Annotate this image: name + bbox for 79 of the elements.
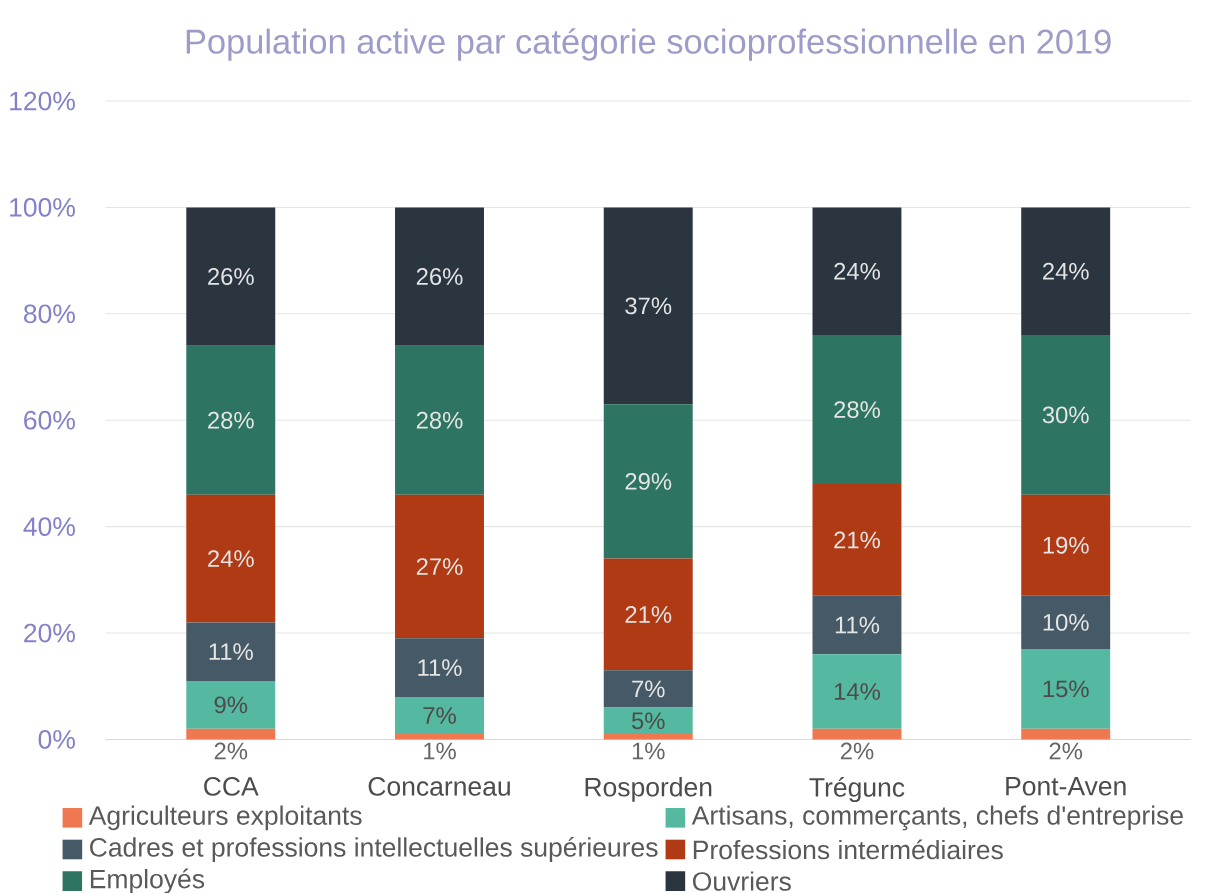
x-tick-label: CCA — [204, 776, 259, 796]
y-tick-label: 120% — [10, 91, 75, 111]
data-label: 24% — [208, 550, 254, 567]
bar — [395, 345, 484, 495]
bar — [812, 335, 902, 484]
legend-label: Professions intermédiaires — [693, 839, 1003, 860]
x-tick-label: Pont-Aven — [1006, 776, 1126, 796]
bar — [812, 207, 902, 336]
bar — [1021, 728, 1111, 740]
x-tick-label: Concarneau — [368, 776, 510, 796]
data-label: 26% — [208, 268, 254, 285]
data-label: 24% — [1043, 262, 1089, 280]
bar — [1021, 648, 1111, 729]
bar — [603, 707, 693, 735]
data-label: 28% — [834, 401, 880, 418]
data-label: 7% — [632, 680, 665, 698]
bar — [1021, 335, 1111, 495]
bar — [186, 680, 276, 729]
bar — [1021, 494, 1111, 596]
data-label: 27% — [416, 558, 463, 575]
bar — [603, 207, 693, 405]
data-label: 15% — [1043, 680, 1089, 698]
data-label: 10% — [1043, 613, 1089, 631]
data-label: 21% — [625, 605, 672, 623]
bar — [186, 494, 276, 623]
bar — [812, 728, 902, 740]
bar — [603, 404, 693, 559]
data-label: 11% — [835, 616, 880, 634]
y-tick-label: 0% — [38, 729, 75, 749]
y-tick-label: 20% — [24, 623, 75, 643]
data-label: 11% — [418, 659, 462, 676]
data-label: 5% — [631, 712, 665, 730]
bar — [186, 622, 276, 681]
legend-label: Ouvriers — [692, 871, 791, 891]
legend-label: Agriculteurs exploitants — [88, 805, 362, 831]
bar — [395, 638, 484, 697]
data-label: 19% — [1043, 536, 1089, 554]
x-tick-label: Rosporden — [585, 776, 712, 802]
data-label: 9% — [214, 696, 248, 714]
bar — [395, 696, 484, 735]
bar — [603, 734, 693, 740]
data-label: 21% — [834, 531, 880, 549]
legend-label: Cadres et professions intellectuelles supérieures — [90, 836, 658, 862]
data-label: 14% — [834, 683, 880, 700]
data-label: 29% — [625, 472, 672, 490]
bar — [603, 670, 693, 708]
data-label: 2% — [840, 742, 874, 760]
bar — [812, 595, 902, 655]
y-tick-label: 40% — [23, 517, 75, 536]
bar — [812, 654, 902, 729]
data-label: 26% — [416, 268, 463, 285]
bar — [812, 483, 902, 596]
data-label: 2% — [214, 742, 248, 760]
bar — [1021, 207, 1111, 336]
data-label: 28% — [208, 411, 254, 429]
data-label: 37% — [625, 297, 672, 315]
x-tick-label: Trégunc — [809, 776, 905, 802]
bar — [395, 207, 484, 346]
y-tick-label: 100% — [10, 197, 75, 217]
bar — [186, 207, 276, 346]
data-label: 30% — [1042, 406, 1089, 424]
bar — [186, 345, 276, 495]
data-label: 2% — [1049, 742, 1083, 760]
bar — [603, 558, 693, 671]
bar — [1021, 595, 1111, 649]
data-label: 24% — [834, 262, 880, 280]
data-label: 1% — [424, 742, 456, 760]
bar — [186, 728, 276, 740]
data-label: 1% — [632, 742, 665, 760]
legend-label: Employés — [90, 868, 205, 893]
y-tick-label: 80% — [24, 304, 75, 324]
bar — [395, 734, 484, 740]
bar — [395, 494, 484, 639]
data-label: 7% — [423, 707, 456, 724]
y-tick-label: 60% — [24, 410, 75, 430]
data-label: 28% — [416, 411, 463, 429]
legend-label: Artisans, commerçants, chefs d'entreprise — [691, 805, 1183, 831]
chart-title: Population active par catégorie socioprofessionnelle en 2019 — [186, 28, 1111, 61]
data-label: 11% — [209, 643, 253, 660]
